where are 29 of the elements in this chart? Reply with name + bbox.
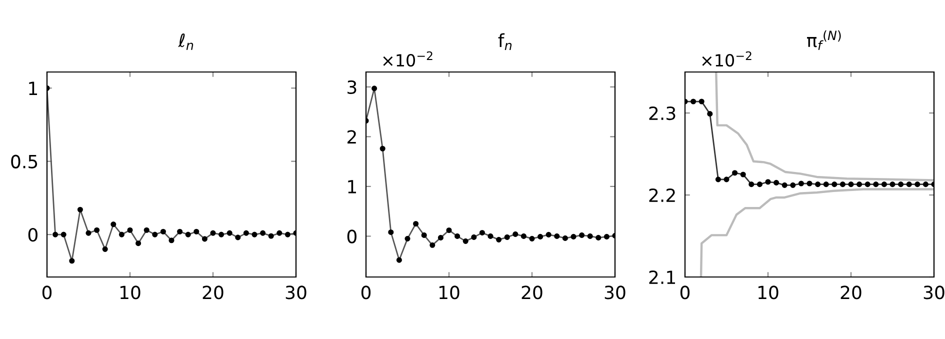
x-tick-label: 20	[202, 286, 224, 300]
x-tick-label: 0	[42, 286, 52, 300]
y-tick-label: 1	[29, 82, 37, 95]
y-tick-label: 1	[348, 180, 356, 194]
x-tick-label: 20	[840, 286, 862, 300]
text: ×10$^{−2}$	[702, 51, 752, 67]
y-tick-label: 2	[348, 130, 356, 144]
y-tick-label: 2.3	[649, 106, 676, 120]
line-series	[715, 72, 934, 182]
x-tick-label: 10	[758, 286, 778, 300]
x-tick-label: 10	[120, 286, 140, 300]
line-series	[700, 188, 934, 277]
y-tick-label: 2.2	[649, 188, 675, 202]
x-tick-label: 0	[361, 286, 371, 300]
chart-title: π$_{f}$$^{(N)}$	[807, 30, 841, 50]
y-tick-label: 3	[348, 80, 356, 94]
x-tick-label: 0	[680, 286, 690, 300]
x-tick-label: 30	[604, 286, 626, 300]
chart-title: f$_{n}$	[498, 33, 512, 50]
x-tick-label: 10	[439, 286, 460, 300]
y-tick-label: 2.1	[649, 270, 675, 284]
x-tick-label: 20	[522, 286, 542, 300]
x-tick-label: 30	[286, 286, 306, 300]
y-tick-label: 0.5	[11, 154, 38, 168]
text: ×10$^{−2}$	[383, 51, 432, 67]
chart-title: ℓ$_{n}$	[178, 33, 194, 50]
y-tick-label: 0	[28, 228, 38, 242]
x-tick-label: 30	[924, 286, 944, 300]
y-tick-label: 0	[347, 230, 356, 244]
